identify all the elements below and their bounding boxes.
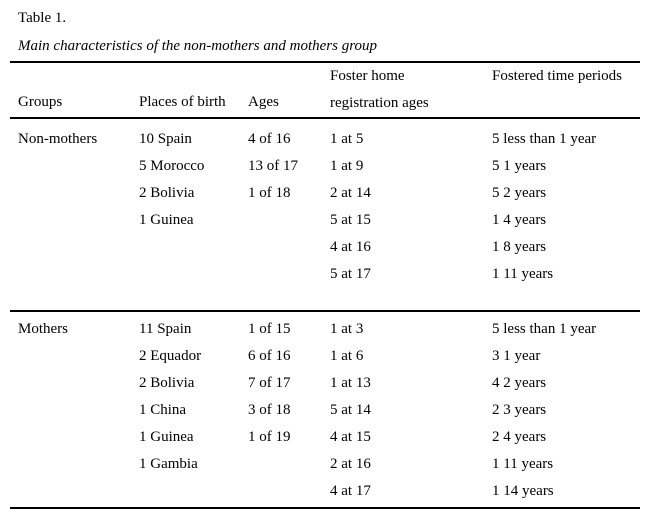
cell-group-name: Mothers [10, 310, 131, 508]
column-header-fostered-time-periods: Fostered time periods [484, 62, 640, 119]
cell-places-of-birth: 10 Spain 5 Morocco 2 Bolivia 1 Guinea [139, 131, 205, 228]
column-header-foster-home-registration-ages: Foster home registration ages [322, 62, 484, 119]
table-section-mothers: Mothers 11 Spain 2 Equador 2 Bolivia 1 C… [10, 310, 640, 508]
cell-fostered-time-periods: 5 less than 1 year 3 1 year 4 2 years 2 … [484, 310, 640, 508]
column-header-ages: Ages [240, 62, 322, 119]
cell-ages: 4 of 16 13 of 17 1 of 18 [248, 131, 298, 201]
cell-registration-ages: 1 at 3 1 at 6 1 at 13 5 at 14 4 at 15 2 … [322, 310, 484, 508]
column-header-places-of-birth: Places of birth [131, 62, 240, 119]
cell-fostered-time-periods: 5 less than 1 year 5 1 years 5 2 years 1… [492, 131, 597, 282]
characteristics-table: Groups Places of birth Ages Foster home … [10, 61, 640, 509]
cell-ages: 1 of 15 6 of 16 7 of 17 3 of 18 1 of 19 [240, 310, 322, 508]
table-caption: Main characteristics of the non-mothers … [18, 38, 377, 54]
table-section-non-mothers: Non-mothers 10 Spain 5 Morocco 2 Bolivia… [10, 118, 640, 311]
cell-registration-ages: 1 at 5 1 at 9 2 at 14 5 at 15 4 at 16 5 … [330, 131, 371, 282]
cell-group-name: Non-mothers [18, 131, 98, 147]
cell-places-of-birth: 11 Spain 2 Equador 2 Bolivia 1 China 1 G… [131, 310, 240, 508]
table-number-label: Table 1. [18, 10, 67, 26]
column-header-groups: Groups [10, 62, 131, 119]
table-header-row: Groups Places of birth Ages Foster home … [10, 62, 640, 119]
